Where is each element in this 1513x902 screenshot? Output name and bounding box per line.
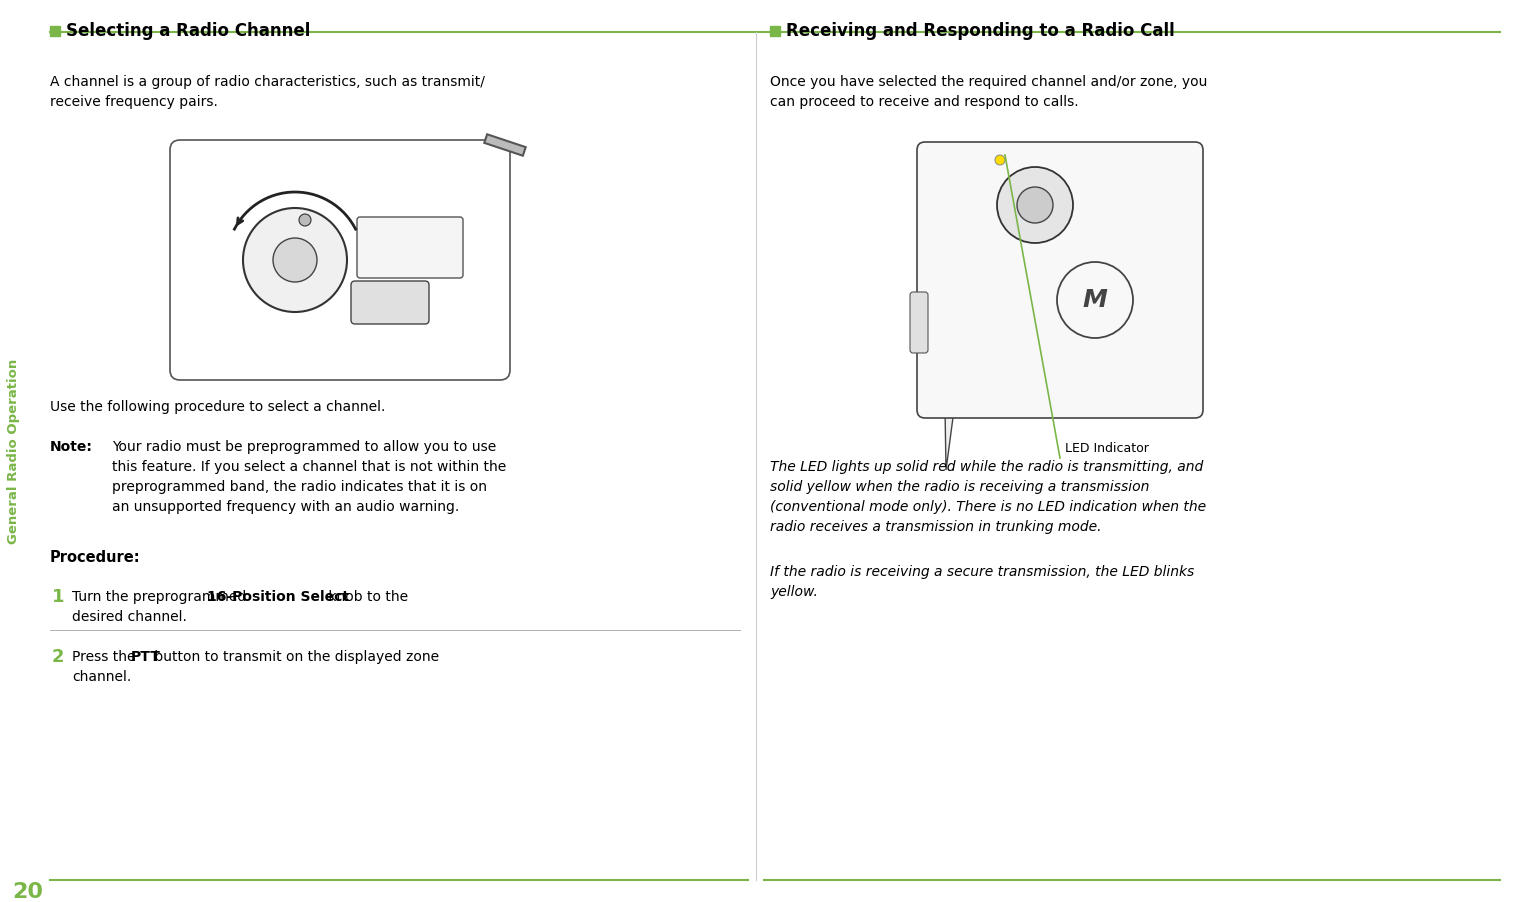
Bar — [50, 26, 61, 36]
Polygon shape — [943, 220, 958, 470]
Bar — [150, 130, 530, 380]
Circle shape — [300, 214, 312, 226]
Text: A channel is a group of radio characteristics, such as transmit/: A channel is a group of radio characteri… — [50, 75, 484, 89]
Text: an unsupported frequency with an audio warning.: an unsupported frequency with an audio w… — [112, 500, 460, 514]
FancyBboxPatch shape — [169, 140, 510, 380]
Circle shape — [244, 208, 346, 312]
Text: Press the: Press the — [73, 650, 139, 664]
Text: yellow.: yellow. — [770, 585, 819, 599]
Text: this feature. If you select a channel that is not within the: this feature. If you select a channel th… — [112, 460, 507, 474]
Text: Selecting a Radio Channel: Selecting a Radio Channel — [67, 22, 310, 40]
Text: 20: 20 — [12, 882, 44, 902]
Circle shape — [996, 155, 1005, 165]
FancyBboxPatch shape — [917, 142, 1203, 418]
Text: (conventional mode only). There is no LED indication when the: (conventional mode only). There is no LE… — [770, 500, 1206, 514]
Text: Note:: Note: — [50, 440, 92, 454]
Text: Turn the preprogrammed: Turn the preprogrammed — [73, 590, 251, 604]
Text: preprogrammed band, the radio indicates that it is on: preprogrammed band, the radio indicates … — [112, 480, 487, 494]
Text: 2: 2 — [51, 648, 65, 666]
Text: desired channel.: desired channel. — [73, 610, 188, 624]
Circle shape — [1017, 187, 1053, 223]
Text: The LED lights up solid red while the radio is transmitting, and: The LED lights up solid red while the ra… — [770, 460, 1203, 474]
Text: PTT: PTT — [130, 650, 160, 664]
Circle shape — [272, 238, 318, 282]
Text: Your radio must be preprogrammed to allow you to use: Your radio must be preprogrammed to allo… — [112, 440, 496, 454]
Text: can proceed to receive and respond to calls.: can proceed to receive and respond to ca… — [770, 95, 1079, 109]
FancyBboxPatch shape — [357, 217, 463, 278]
FancyBboxPatch shape — [351, 281, 430, 324]
Text: receive frequency pairs.: receive frequency pairs. — [50, 95, 218, 109]
Text: button to transmit on the displayed zone: button to transmit on the displayed zone — [150, 650, 439, 664]
Text: Once you have selected the required channel and/or zone, you: Once you have selected the required chan… — [770, 75, 1207, 89]
Text: 16-Position Select: 16-Position Select — [207, 590, 348, 604]
Text: Receiving and Responding to a Radio Call: Receiving and Responding to a Radio Call — [785, 22, 1174, 40]
Text: LED Indicator: LED Indicator — [1065, 442, 1148, 455]
Text: M: M — [1083, 288, 1108, 312]
Text: Use the following procedure to select a channel.: Use the following procedure to select a … — [50, 400, 386, 414]
Bar — [770, 26, 781, 36]
Text: radio receives a transmission in trunking mode.: radio receives a transmission in trunkin… — [770, 520, 1101, 534]
Text: knob to the: knob to the — [324, 590, 407, 604]
Text: solid yellow when the radio is receiving a transmission: solid yellow when the radio is receiving… — [770, 480, 1150, 494]
FancyBboxPatch shape — [909, 292, 927, 353]
Text: General Radio Operation: General Radio Operation — [8, 358, 21, 544]
Bar — [870, 130, 1210, 440]
Text: Procedure:: Procedure: — [50, 550, 141, 565]
Circle shape — [997, 167, 1073, 243]
Text: 1: 1 — [51, 588, 65, 606]
Text: channel.: channel. — [73, 670, 132, 684]
Text: If the radio is receiving a secure transmission, the LED blinks: If the radio is receiving a secure trans… — [770, 565, 1194, 579]
